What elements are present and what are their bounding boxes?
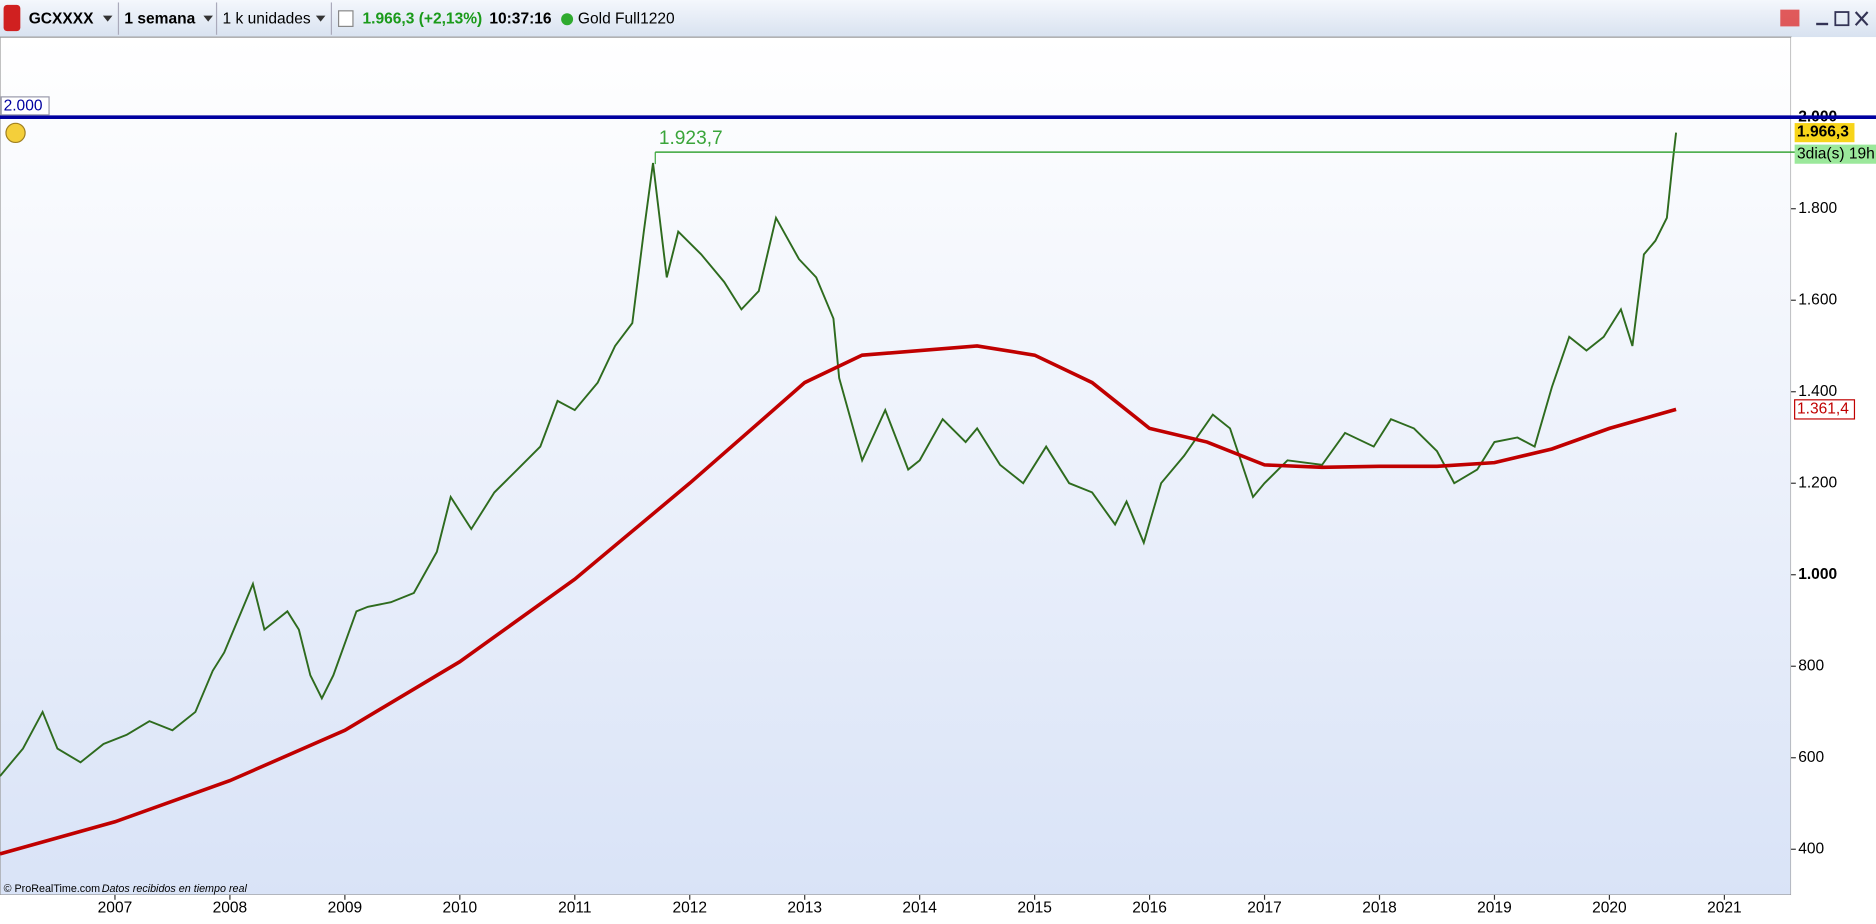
x-tick-label: 2008 <box>213 899 248 916</box>
x-tick-label: 2014 <box>902 899 937 916</box>
toolbar <box>0 0 1876 38</box>
feed-status-dot <box>561 13 574 26</box>
countdown-tag <box>1794 144 1876 164</box>
source: © ProRealTime.com <box>4 883 101 895</box>
x-tick-label: 2019 <box>1477 899 1512 916</box>
close-button[interactable] <box>1854 11 1869 26</box>
x-tick-label: 2015 <box>1017 899 1052 916</box>
alert-bell[interactable] <box>5 122 26 144</box>
y-tick-label: 600 <box>1798 749 1824 766</box>
level-label: 2.000 <box>4 98 43 115</box>
plot-area <box>0 36 1792 896</box>
y-tick-label: 1.800 <box>1798 200 1837 217</box>
clock: 10:37:16 <box>489 10 552 27</box>
ma-tag <box>1794 399 1856 420</box>
price-line <box>0 132 1678 777</box>
period-select[interactable]: 1 semana <box>124 10 195 27</box>
feed-name: Gold Full1220 <box>578 10 675 27</box>
info-icon[interactable] <box>337 10 354 27</box>
moving-average-line <box>0 344 1677 856</box>
app-icon[interactable] <box>3 4 21 32</box>
y-tick-label: 1.400 <box>1798 383 1837 400</box>
dropdown-arrow[interactable] <box>102 15 113 22</box>
x-tick-label: 2020 <box>1592 899 1627 916</box>
feed-status: Datos recibidos en tiempo real <box>102 883 248 895</box>
x-tick-label: 2016 <box>1132 899 1167 916</box>
symbol-select[interactable]: GCXXXX <box>29 10 94 27</box>
price-tag-label: 1.966,3 <box>1797 124 1849 141</box>
ma-tag-label: 1.361,4 <box>1797 401 1849 418</box>
units-select[interactable]: 1 k unidades <box>223 10 311 27</box>
link-icon[interactable] <box>1780 9 1800 27</box>
x-tick-label: 2009 <box>328 899 363 916</box>
y-tick-label: 800 <box>1798 657 1824 674</box>
maximize-button[interactable] <box>1834 11 1850 27</box>
x-tick-label: 2017 <box>1247 899 1282 916</box>
level-label-box <box>0 96 50 116</box>
x-tick-label: 2018 <box>1362 899 1397 916</box>
y-tick-label: 400 <box>1798 840 1824 857</box>
quote: 1.966,3 (+2,13%) <box>363 10 483 27</box>
dropdown-arrow[interactable] <box>315 15 326 22</box>
dropdown-arrow[interactable] <box>203 15 213 22</box>
price-tag <box>1794 123 1855 143</box>
x-tick-label: 2007 <box>98 899 133 916</box>
y-tick-label: 1.000 <box>1798 566 1837 583</box>
price-axis <box>1791 37 1876 919</box>
x-tick-label: 2012 <box>672 899 707 916</box>
x-tick-label: 2021 <box>1707 899 1742 916</box>
x-tick-label: 2010 <box>443 899 478 916</box>
x-tick-label: 2013 <box>787 899 822 916</box>
x-tick-label: 2011 <box>558 899 591 916</box>
y-tick-label: 1.600 <box>1798 291 1837 308</box>
level-label: 1.923,7 <box>659 128 723 149</box>
countdown-label: 3dia(s) 19h <box>1797 145 1875 162</box>
time-axis <box>0 895 1792 919</box>
y-tick-label: 1.200 <box>1798 474 1837 491</box>
